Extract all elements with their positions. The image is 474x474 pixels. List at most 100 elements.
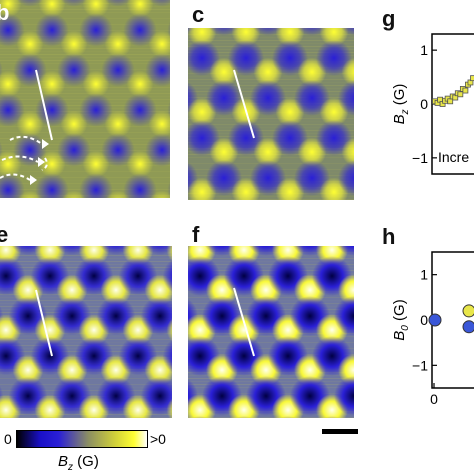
map-panel-e	[0, 246, 172, 418]
blue-spot	[57, 133, 91, 167]
blue-spot	[87, 416, 101, 418]
plot-h-point-blue	[428, 313, 442, 327]
blue-spot	[338, 80, 354, 116]
colorbar: 0 >0 Bz (G)	[0, 428, 200, 474]
blue-spot	[35, 173, 69, 198]
plot-h-ytick-label: 1	[420, 267, 428, 283]
plot-h-point-blue	[462, 320, 474, 334]
scan-line	[188, 37, 354, 38]
blue-spot	[341, 28, 354, 36]
yellow-spot	[38, 150, 66, 178]
scale-bar	[322, 429, 358, 434]
colorbar-title: Bz (G)	[58, 454, 99, 473]
scan-line	[188, 46, 354, 47]
yellow-spot	[60, 110, 88, 138]
motion-arrow	[9, 135, 43, 145]
plot-g: 1 0 −1 Bz (G) Incre	[391, 33, 474, 175]
blue-spot	[334, 296, 354, 336]
plot-g-ytick-label: 1	[420, 42, 428, 58]
yellow-spot	[126, 150, 154, 178]
colorbar-title-sub: z	[68, 462, 74, 473]
yellow-spot	[166, 398, 172, 418]
blue-spot	[104, 0, 132, 7]
plot-g-annotation: Incre	[438, 149, 469, 165]
yellow-spot	[166, 246, 172, 262]
magnetic-map-f	[188, 246, 354, 418]
scan-line	[188, 258, 354, 259]
panel-label-e: e	[0, 222, 9, 247]
yellow-spot	[104, 30, 132, 58]
plot-h-xtick-label: 0	[430, 391, 438, 407]
motion-arrow	[0, 173, 31, 181]
blue-spot	[338, 160, 354, 196]
scan-line	[188, 261, 354, 262]
plot-g-ylabel: Bz (G)	[391, 84, 411, 125]
scan-line	[188, 130, 354, 131]
blue-spot	[0, 416, 13, 418]
scan-line	[188, 118, 354, 119]
colorbar-high-label: >0	[150, 431, 166, 447]
yellow-spot	[126, 0, 154, 18]
blue-spot	[35, 13, 69, 47]
plot-g-point	[462, 87, 469, 94]
arrow-head	[42, 139, 49, 149]
scan-line	[0, 12, 170, 13]
colorbar-gradient	[16, 430, 148, 448]
arrow-head	[38, 157, 45, 167]
plot-h: 1 0 −1 0 B0 (G)	[391, 251, 474, 407]
blue-spot	[60, 0, 88, 7]
yellow-spot	[150, 190, 170, 198]
yellow-spot	[148, 110, 170, 138]
plot-g-point	[457, 91, 464, 98]
scan-line	[188, 55, 354, 56]
scan-line	[188, 264, 354, 265]
blue-spot	[167, 180, 170, 198]
colorbar-title-main: B	[58, 453, 69, 470]
blue-spot	[79, 93, 113, 127]
blue-spot	[140, 296, 172, 336]
scan-line	[188, 133, 354, 134]
panel-label-c: c	[192, 2, 205, 27]
blue-spot	[297, 28, 327, 36]
blue-spot	[167, 20, 170, 40]
map-panel-f	[188, 246, 354, 418]
scan-line	[188, 199, 354, 200]
blue-spot	[209, 28, 239, 36]
blue-spot	[79, 173, 113, 198]
blue-spot	[334, 376, 354, 416]
scan-line	[188, 417, 354, 418]
scan-line	[188, 43, 354, 44]
panel-label-g: g	[382, 6, 396, 31]
plot-h-ytick-label: −1	[412, 357, 428, 373]
scan-line	[0, 93, 170, 94]
colorbar-low-label: 0	[4, 431, 12, 447]
scan-line	[188, 40, 354, 41]
blue-spot	[131, 416, 145, 418]
scan-line	[188, 49, 354, 50]
blue-spot	[167, 100, 170, 120]
blue-spot	[323, 416, 341, 418]
yellow-spot	[16, 110, 44, 138]
blue-spot	[191, 416, 209, 418]
scan-line	[188, 196, 354, 197]
panel-label-f: f	[192, 222, 200, 247]
blue-spot	[79, 13, 113, 47]
yellow-spot	[148, 30, 170, 58]
blue-spot	[235, 416, 253, 418]
linecut-marker	[233, 287, 255, 357]
linecut-marker	[233, 69, 255, 139]
magnetic-map-b	[0, 0, 170, 198]
map-panel-c	[188, 28, 354, 200]
scan-line	[0, 54, 170, 55]
scan-line	[0, 96, 170, 97]
plot-h-ylabel: B0 (G)	[391, 299, 411, 340]
blue-spot	[148, 0, 170, 7]
blue-spot	[101, 53, 135, 87]
scan-line	[0, 132, 170, 133]
yellow-spot	[60, 30, 88, 58]
blue-spot	[101, 133, 135, 167]
plot-h-ytick-label: 0	[420, 312, 428, 328]
scan-line	[188, 52, 354, 53]
blue-spot	[162, 259, 172, 293]
blue-spot	[145, 53, 170, 87]
